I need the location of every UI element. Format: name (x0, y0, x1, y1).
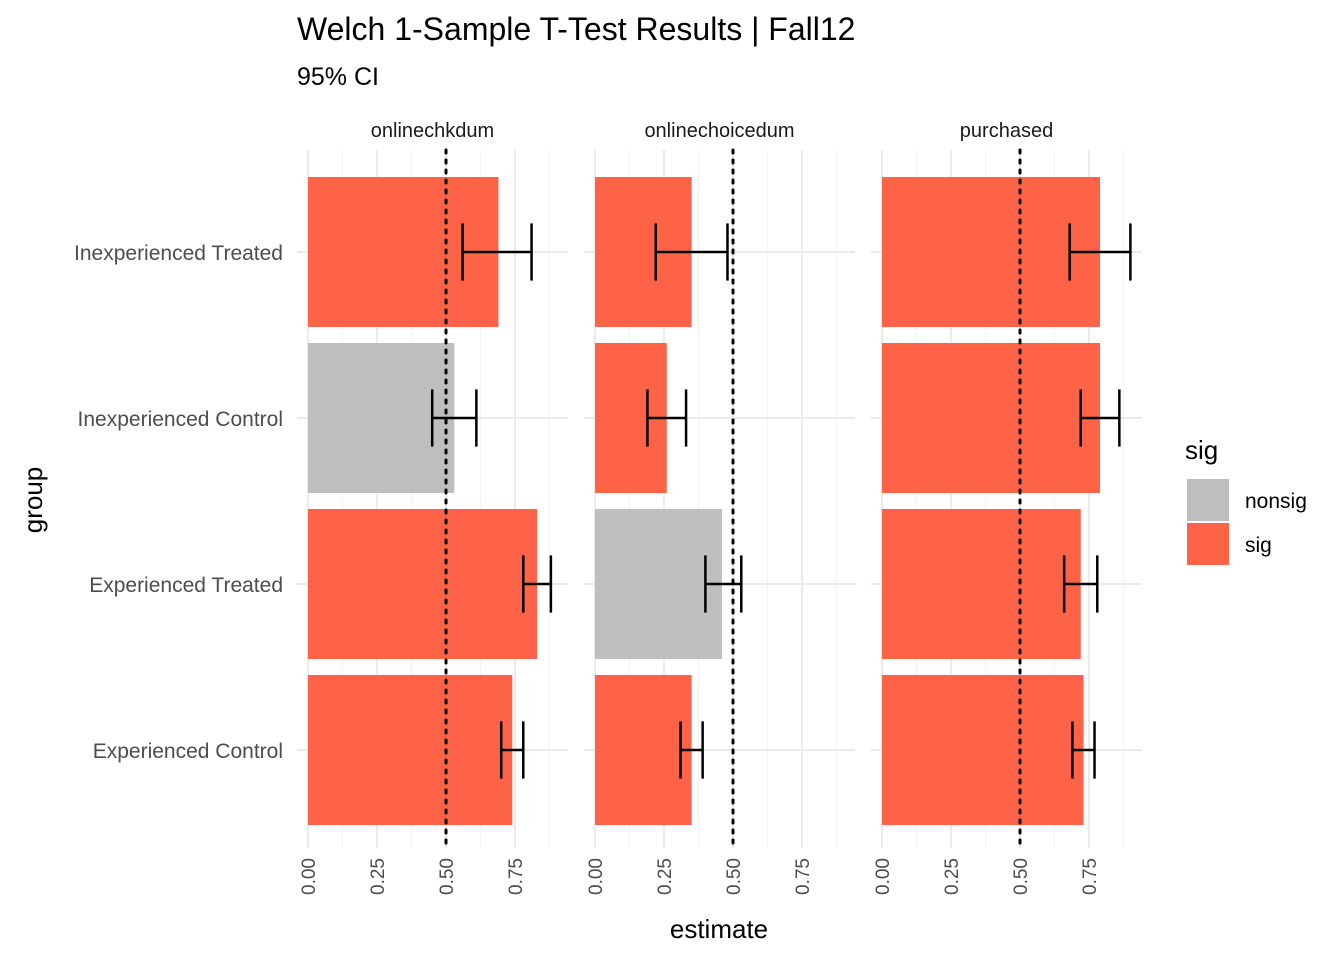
x-tick-label: 0.25 (368, 858, 389, 895)
y-tick-label: Inexperienced Control (78, 408, 283, 431)
chart-title: Welch 1-Sample T-Test Results | Fall12 (297, 11, 855, 47)
x-axis-title: estimate (670, 914, 768, 944)
facet-label: purchased (960, 120, 1053, 142)
error-bar (1062, 555, 1099, 613)
y-tick-label: Inexperienced Treated (74, 242, 283, 265)
bar (882, 343, 1101, 493)
x-tick-label: 0.75 (1080, 858, 1101, 895)
legend-label: nonsig (1245, 490, 1307, 513)
error-bar (499, 721, 525, 779)
bar (595, 509, 722, 659)
x-tick-label: 0.50 (1011, 858, 1032, 895)
x-tick-label: 0.00 (873, 858, 894, 895)
y-axis-tick-labels: Inexperienced Treated Inexperienced Contr… (74, 242, 283, 763)
error-bar (1068, 223, 1132, 281)
facet-label: onlinechkdum (371, 120, 494, 142)
error-bar (1079, 389, 1121, 447)
facet-panel-purchased: purchased 0.00 0.25 0.50 0.75 (871, 120, 1142, 895)
bar (308, 343, 455, 493)
facet-panel-onlinechkdum: onlinechkdum 0.00 0.25 0.50 0.75 (297, 120, 568, 895)
y-tick-label: Experienced Control (93, 740, 283, 763)
legend-label: sig (1245, 534, 1272, 557)
bar (882, 509, 1081, 659)
bar (308, 675, 513, 825)
legend: sig nonsig sig (1185, 435, 1307, 565)
error-bar (1071, 721, 1096, 779)
error-bar (461, 223, 533, 281)
bar (595, 675, 692, 825)
chart-subtitle: 95% CI (297, 63, 379, 91)
x-tick-label: 0.25 (655, 858, 676, 895)
error-bar (522, 555, 553, 613)
bar (882, 177, 1101, 327)
legend-title: sig (1185, 435, 1218, 465)
error-bar (679, 721, 704, 779)
legend-key-nonsig (1187, 479, 1229, 521)
facet-label: onlinechoicedum (644, 120, 794, 142)
facet-panel-onlinechoicedum: onlinechoicedum 0.00 0.25 0.50 0.75 (584, 120, 855, 895)
x-tick-label: 0.50 (724, 858, 745, 895)
x-tick-label: 0.25 (942, 858, 963, 895)
error-bar (654, 223, 729, 281)
x-tick-label: 0.00 (586, 858, 607, 895)
legend-key-sig (1187, 523, 1229, 565)
error-bar (430, 389, 478, 447)
y-axis-title: group (18, 467, 48, 534)
error-bar (646, 389, 688, 447)
x-tick-label: 0.75 (793, 858, 814, 895)
bar (308, 509, 538, 659)
bar (882, 675, 1084, 825)
error-bar (704, 555, 743, 613)
x-tick-label: 0.50 (437, 858, 458, 895)
x-tick-label: 0.75 (506, 858, 527, 895)
x-tick-label: 0.00 (299, 858, 320, 895)
y-tick-label: Experienced Treated (89, 574, 283, 597)
